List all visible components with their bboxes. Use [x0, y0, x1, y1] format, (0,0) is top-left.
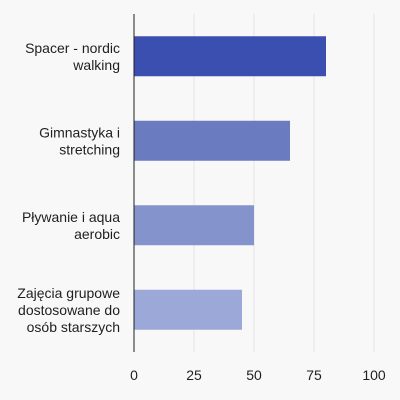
category-label-line: Pływanie i aqua [22, 209, 120, 225]
x-tick-label-100: 100 [362, 367, 386, 383]
category-label-line: dostosowane do [18, 302, 120, 318]
label-layer: Spacer - nordic walking Gimnastyka i stretc… [17, 40, 120, 335]
category-label-1: Gimnastyka i stretching [39, 124, 120, 157]
bar-2 [134, 205, 254, 246]
category-label-line: stretching [59, 141, 120, 157]
bar-1 [134, 120, 290, 161]
x-tick-label-50: 50 [246, 367, 262, 383]
category-label-line: Zajęcia grupowe [17, 285, 120, 301]
category-label-2: Pływanie i aqua aerobic [22, 209, 120, 242]
bar-0 [134, 36, 326, 77]
category-label-3: Zajęcia grupowe dostosowane do osób starsz… [17, 285, 120, 335]
x-tick-label-0: 0 [130, 367, 138, 383]
x-tick-label-75: 75 [306, 367, 322, 383]
bar-3 [134, 289, 242, 330]
category-label-line: Gimnastyka i [39, 124, 120, 140]
x-tick-label-25: 25 [186, 367, 202, 383]
tick-layer: 0 25 50 75 100 [130, 367, 386, 383]
category-label-line: osób starszych [27, 319, 120, 335]
category-label-0: Spacer - nordic walking [25, 40, 120, 73]
category-label-line: aerobic [74, 226, 120, 242]
category-label-line: walking [72, 57, 120, 73]
category-label-line: Spacer - nordic [25, 40, 120, 56]
bar-layer [134, 36, 326, 330]
